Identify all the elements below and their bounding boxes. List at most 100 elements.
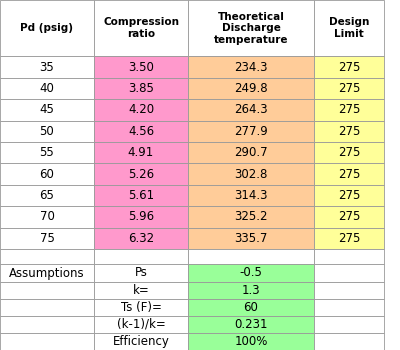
Bar [314, 120, 384, 142]
Text: 275: 275 [338, 61, 360, 74]
Text: 50: 50 [40, 125, 54, 138]
Bar [94, 228, 188, 249]
Bar [94, 316, 188, 333]
Bar [94, 0, 188, 56]
Bar [314, 228, 384, 249]
Text: 65: 65 [40, 189, 54, 202]
Text: 264.3: 264.3 [234, 103, 268, 116]
Text: (k-1)/k=: (k-1)/k= [117, 318, 165, 331]
Text: Ts (F)=: Ts (F)= [120, 301, 162, 314]
Text: 3.85: 3.85 [128, 82, 154, 95]
Bar [314, 206, 384, 228]
Text: 5.61: 5.61 [128, 189, 154, 202]
Bar [188, 0, 314, 56]
Bar [188, 249, 314, 265]
Bar [314, 142, 384, 163]
Bar [94, 163, 188, 185]
Bar [188, 206, 314, 228]
Bar [314, 281, 384, 299]
Text: 234.3: 234.3 [234, 61, 268, 74]
Bar [94, 120, 188, 142]
Bar [188, 281, 314, 299]
Text: 60: 60 [40, 168, 54, 181]
Text: 275: 275 [338, 232, 360, 245]
Bar [94, 281, 188, 299]
Bar [0, 0, 94, 56]
Bar [0, 78, 94, 99]
Text: Efficiency: Efficiency [112, 335, 170, 348]
Text: 277.9: 277.9 [234, 125, 268, 138]
Bar [314, 185, 384, 206]
Bar [188, 99, 314, 120]
Text: 4.56: 4.56 [128, 125, 154, 138]
Text: 60: 60 [244, 301, 258, 314]
Text: 275: 275 [338, 103, 360, 116]
Bar [0, 56, 94, 78]
Text: 290.7: 290.7 [234, 146, 268, 159]
Bar [0, 333, 94, 350]
Text: Design
Limit: Design Limit [329, 18, 369, 39]
Bar [0, 281, 94, 299]
Bar [94, 206, 188, 228]
Bar [94, 333, 188, 350]
Text: 275: 275 [338, 168, 360, 181]
Bar [0, 185, 94, 206]
Bar [188, 56, 314, 78]
Bar [94, 78, 188, 99]
Text: 275: 275 [338, 146, 360, 159]
Text: 70: 70 [40, 210, 54, 223]
Bar [188, 316, 314, 333]
Text: Assumptions: Assumptions [9, 266, 85, 280]
Text: 35: 35 [40, 61, 54, 74]
Bar [94, 185, 188, 206]
Text: 275: 275 [338, 82, 360, 95]
Bar [94, 142, 188, 163]
Text: 4.20: 4.20 [128, 103, 154, 116]
Bar [314, 299, 384, 316]
Text: 275: 275 [338, 125, 360, 138]
Bar [188, 163, 314, 185]
Bar [0, 206, 94, 228]
Bar [314, 265, 384, 281]
Text: 335.7: 335.7 [234, 232, 268, 245]
Bar [94, 249, 188, 265]
Bar [0, 265, 94, 281]
Bar [314, 99, 384, 120]
Text: -0.5: -0.5 [240, 266, 262, 280]
Bar [0, 299, 94, 316]
Text: 4.91: 4.91 [128, 146, 154, 159]
Bar [188, 185, 314, 206]
Bar [94, 99, 188, 120]
Text: Ps: Ps [134, 266, 148, 280]
Text: 275: 275 [338, 189, 360, 202]
Bar [0, 316, 94, 333]
Bar [0, 249, 94, 265]
Bar [314, 0, 384, 56]
Bar [0, 99, 94, 120]
Text: 45: 45 [40, 103, 54, 116]
Text: 0.231: 0.231 [234, 318, 268, 331]
Bar [314, 333, 384, 350]
Text: 55: 55 [40, 146, 54, 159]
Text: 40: 40 [40, 82, 54, 95]
Bar [314, 249, 384, 265]
Text: Compression
ratio: Compression ratio [103, 18, 179, 39]
Bar [188, 78, 314, 99]
Text: 302.8: 302.8 [234, 168, 268, 181]
Bar [188, 228, 314, 249]
Text: 314.3: 314.3 [234, 189, 268, 202]
Bar [0, 163, 94, 185]
Text: 100%: 100% [234, 335, 268, 348]
Bar [314, 56, 384, 78]
Bar [188, 265, 314, 281]
Text: 249.8: 249.8 [234, 82, 268, 95]
Bar [0, 228, 94, 249]
Bar [314, 163, 384, 185]
Bar [188, 120, 314, 142]
Bar [314, 78, 384, 99]
Text: 75: 75 [40, 232, 54, 245]
Bar [188, 333, 314, 350]
Bar [314, 316, 384, 333]
Bar [94, 299, 188, 316]
Text: 6.32: 6.32 [128, 232, 154, 245]
